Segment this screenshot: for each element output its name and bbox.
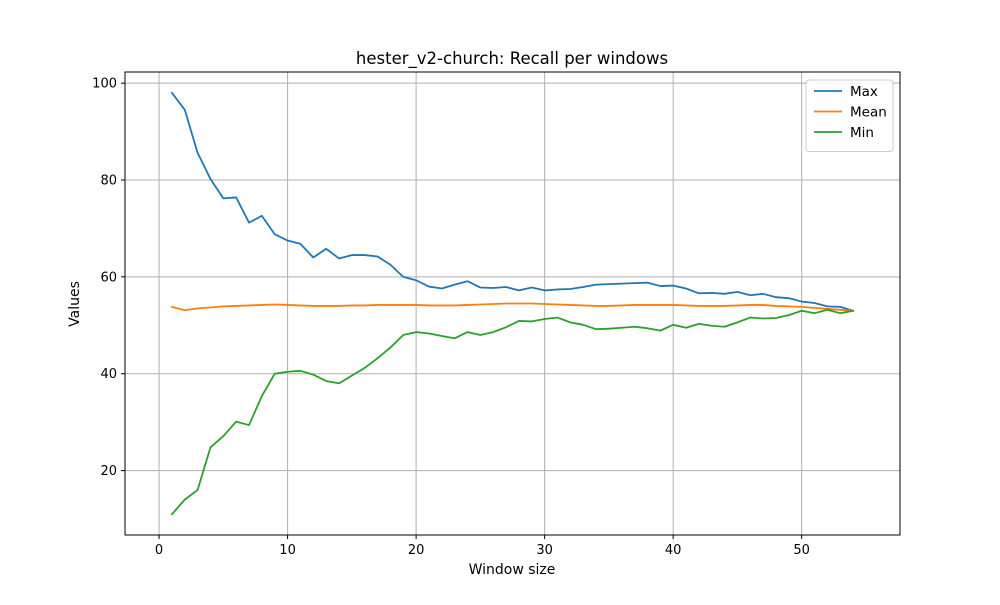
y-tick-label: 100 <box>92 77 117 92</box>
legend-label-mean: Mean <box>850 105 887 121</box>
y-tick-label: 80 <box>100 174 117 189</box>
series-lines <box>170 91 855 516</box>
x-tick-label: 30 <box>536 543 553 558</box>
x-tick-label: 50 <box>793 543 810 558</box>
y-tick-label: 20 <box>100 464 117 479</box>
legend: Max Mean Min <box>805 79 894 152</box>
y-axis-label: Values <box>67 281 83 327</box>
series-line-min <box>170 308 855 516</box>
chart-title: hester_v2-church: Recall per windows <box>356 49 668 69</box>
x-tick-label: 0 <box>155 543 163 558</box>
series-line-mean <box>170 302 855 312</box>
x-tick-label: 40 <box>665 543 682 558</box>
grid <box>125 72 900 535</box>
x-tick-label: 20 <box>408 543 425 558</box>
plot-area-frame <box>124 71 901 536</box>
axis-ticks: 0 10 20 30 40 50 20 40 60 80 100 <box>92 77 810 558</box>
x-tick-label: 10 <box>279 543 296 558</box>
legend-label-max: Max <box>850 84 878 100</box>
legend-label-min: Min <box>850 125 874 141</box>
legend-box <box>805 79 894 152</box>
x-axis-label: Window size <box>469 562 556 578</box>
y-tick-label: 40 <box>100 367 117 382</box>
series-line-max <box>170 91 855 312</box>
y-tick-label: 60 <box>100 270 117 285</box>
